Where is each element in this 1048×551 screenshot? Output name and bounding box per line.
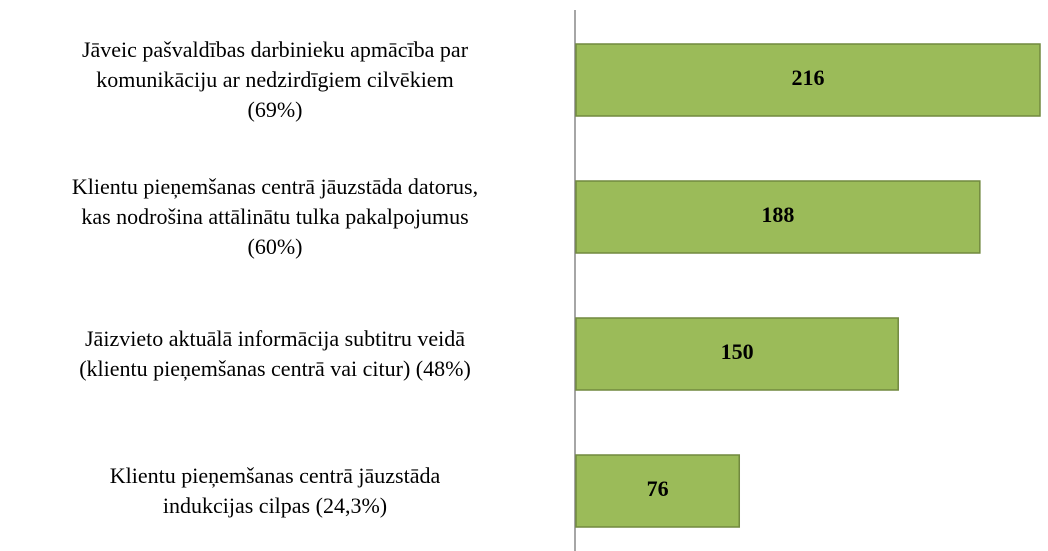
category-label: Jāveic pašvaldības darbinieku apmācība p… <box>81 37 469 122</box>
category-label: Jāizvieto aktuālā informācija subtitru v… <box>79 326 471 381</box>
bar <box>575 180 981 254</box>
value-label: 188 <box>761 202 794 227</box>
value-label: 216 <box>792 65 825 90</box>
bar <box>575 454 741 528</box>
category-label: Klientu pieņemšanas centrā jāuzstāda ind… <box>109 463 441 518</box>
value-label: 150 <box>721 339 754 364</box>
bar <box>575 43 1041 117</box>
category-label: Klientu pieņemšanas centrā jāuzstāda dat… <box>71 174 479 259</box>
value-label: 76 <box>647 476 669 501</box>
bar <box>575 317 899 391</box>
